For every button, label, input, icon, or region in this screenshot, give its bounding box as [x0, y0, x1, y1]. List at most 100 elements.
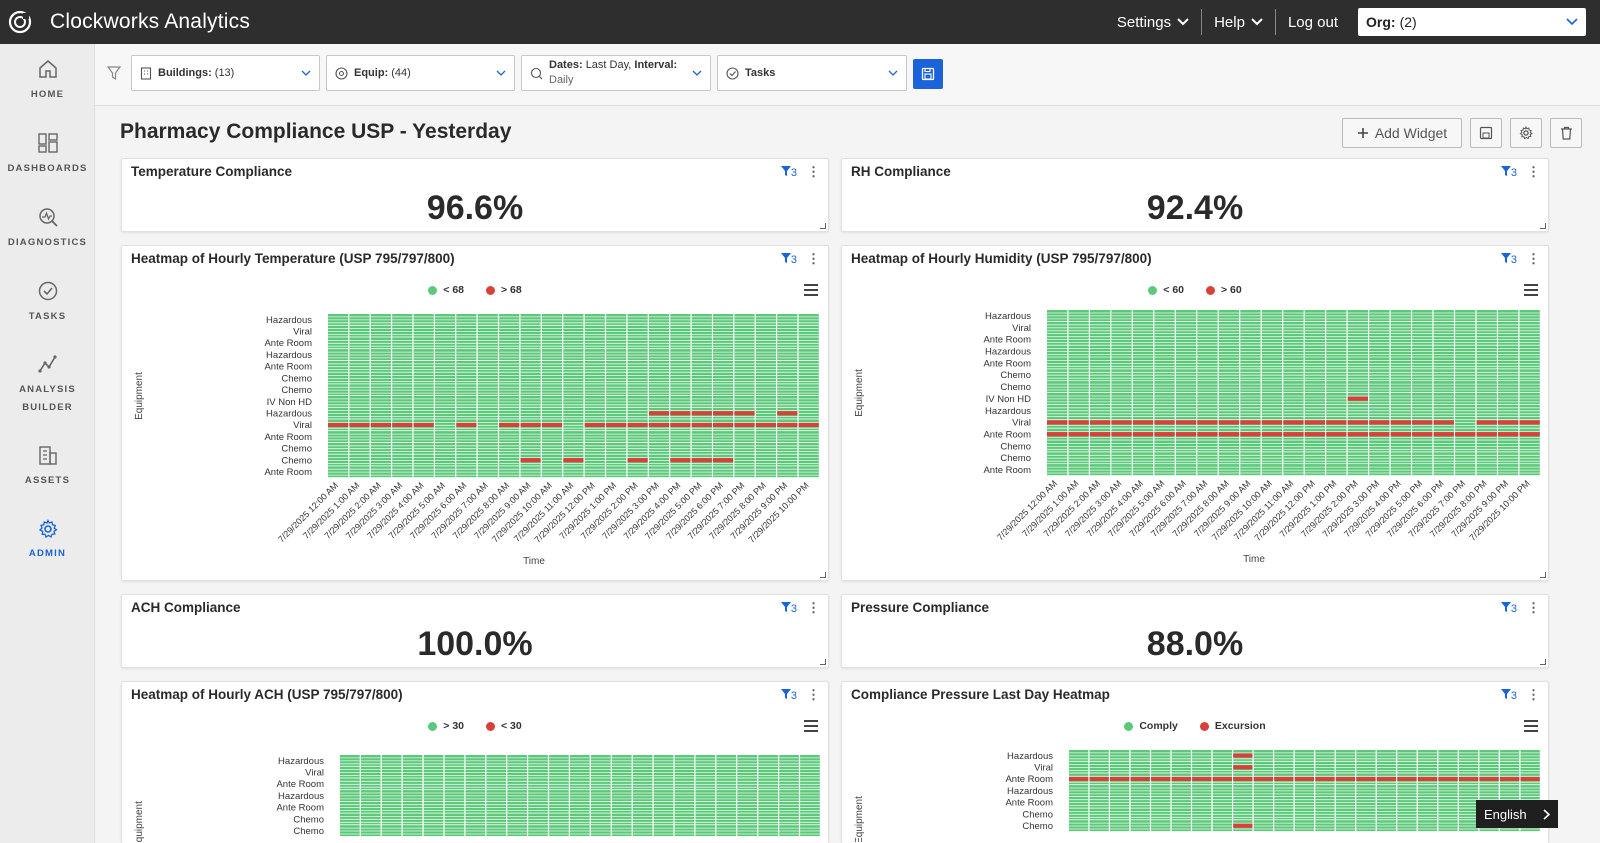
- add-widget-button[interactable]: Add Widget: [1342, 118, 1462, 148]
- legend-item[interactable]: < 68: [428, 284, 464, 296]
- resize-handle-icon[interactable]: [1540, 659, 1546, 665]
- app-logo-icon[interactable]: [0, 0, 40, 44]
- dashboard-settings-button[interactable]: [1510, 118, 1542, 148]
- more-options-icon[interactable]: ⋮: [807, 251, 820, 266]
- trash-icon: [1560, 126, 1572, 140]
- dates-select[interactable]: Dates: Last Day, Interval: Daily: [521, 55, 711, 91]
- buildings-select[interactable]: Buildings: (13): [131, 55, 320, 91]
- resize-handle-icon[interactable]: [820, 572, 826, 578]
- excursion-mark: [1175, 420, 1197, 425]
- sidebar-item-analysis-builder[interactable]: ANALYSIS BUILDER: [0, 340, 95, 430]
- heatmap-cell: [349, 325, 370, 337]
- heatmap-cell: [606, 431, 627, 442]
- heatmap-cell: [1154, 440, 1175, 452]
- heatmap-cell: [1356, 750, 1376, 761]
- sidebar-item-assets[interactable]: ASSETS: [0, 430, 95, 504]
- heatmap-cell: [632, 755, 653, 766]
- heatmap-cell: [499, 349, 520, 360]
- more-options-icon[interactable]: ⋮: [807, 164, 820, 179]
- filter-count: 3: [1510, 166, 1517, 179]
- chart-menu-icon[interactable]: [1524, 720, 1538, 735]
- chart-menu-icon[interactable]: [804, 720, 818, 735]
- legend-item[interactable]: Comply: [1124, 720, 1178, 732]
- language-selector[interactable]: English: [1476, 800, 1558, 828]
- heatmap-cell: [713, 337, 734, 349]
- widget-title: ACH Compliance: [131, 600, 241, 615]
- equipment-select[interactable]: Equip: (44): [326, 55, 515, 91]
- heatmap-cell: [328, 325, 349, 337]
- more-options-icon[interactable]: ⋮: [1527, 164, 1540, 179]
- heatmap-cell: [435, 325, 456, 337]
- heatmap-cell: [549, 778, 569, 790]
- widget-filter[interactable]: 3: [780, 165, 797, 179]
- widget-filter[interactable]: 3: [780, 601, 797, 615]
- tasks-select[interactable]: Tasks: [717, 55, 907, 91]
- resize-handle-icon[interactable]: [820, 223, 826, 229]
- legend-item[interactable]: > 30: [428, 720, 464, 732]
- excursion-mark: [413, 422, 434, 427]
- legend-item[interactable]: Excursion: [1199, 720, 1266, 732]
- chart-menu-icon[interactable]: [804, 284, 818, 299]
- more-options-icon[interactable]: ⋮: [807, 687, 820, 702]
- heatmap-cell: [584, 314, 605, 325]
- funnel-icon[interactable]: [107, 66, 121, 80]
- resize-handle-icon[interactable]: [1540, 223, 1546, 229]
- heatmap-cell: [1197, 357, 1218, 369]
- sidebar-item-admin[interactable]: ADMIN: [0, 504, 95, 578]
- help-menu[interactable]: Help: [1202, 10, 1275, 34]
- chart-menu-icon[interactable]: [1524, 284, 1538, 299]
- more-options-icon[interactable]: ⋮: [1527, 600, 1540, 615]
- widget-filter[interactable]: 3: [1500, 165, 1517, 179]
- settings-menu[interactable]: Settings: [1105, 10, 1201, 34]
- widget-filter[interactable]: 3: [780, 252, 797, 266]
- sidebar-item-tasks[interactable]: TASKS: [0, 266, 95, 340]
- excursion-mark: [520, 458, 541, 463]
- heatmap-cell: [340, 755, 360, 766]
- sidebar-item-dashboards[interactable]: DASHBOARDS: [0, 118, 95, 192]
- heatmap-cell: [1458, 761, 1479, 773]
- resize-handle-icon[interactable]: [820, 659, 826, 665]
- logout-link[interactable]: Log out: [1287, 13, 1338, 31]
- delete-dashboard-button[interactable]: [1550, 118, 1582, 148]
- save-filter-button[interactable]: [913, 59, 943, 89]
- heatmap-cell: [486, 766, 507, 778]
- heatmap-cell: [755, 325, 776, 337]
- funnel-icon: [1500, 601, 1511, 612]
- y-tick-label: Ante Room: [264, 338, 312, 349]
- widget-filter[interactable]: 3: [1500, 601, 1517, 615]
- legend-item[interactable]: > 60: [1206, 284, 1242, 296]
- widget-filter[interactable]: 3: [780, 688, 797, 702]
- y-tick-label: IV Non HD: [986, 394, 1032, 405]
- y-tick-label: Ante Room: [264, 432, 312, 443]
- heatmap-cell: [648, 349, 670, 360]
- more-options-icon[interactable]: ⋮: [1527, 687, 1540, 702]
- sidebar-item-home[interactable]: HOME: [0, 44, 95, 118]
- heatmap-cell: [570, 766, 590, 778]
- heatmap-cell: [1283, 357, 1304, 369]
- excursion-mark: [1253, 776, 1273, 781]
- excursion-mark: [713, 422, 734, 427]
- more-options-icon[interactable]: ⋮: [807, 600, 820, 615]
- resize-handle-icon[interactable]: [1540, 572, 1546, 578]
- widget-filter[interactable]: 3: [1500, 252, 1517, 266]
- heatmap-cell: [627, 431, 648, 442]
- y-tick-label: Hazardous: [985, 311, 1031, 322]
- legend-item[interactable]: < 30: [486, 720, 522, 732]
- heatmap-cell: [632, 766, 653, 778]
- save-dashboard-button[interactable]: [1470, 118, 1502, 148]
- legend-item[interactable]: > 68: [486, 284, 522, 296]
- filter-count: 3: [1510, 253, 1517, 266]
- excursion-mark: [1132, 432, 1154, 437]
- widget-filter[interactable]: 3: [1500, 688, 1517, 702]
- heatmap-cell: [1433, 381, 1454, 393]
- heatmap-cell: [402, 766, 423, 778]
- legend-item[interactable]: < 60: [1148, 284, 1184, 296]
- sidebar-item-diagnostics[interactable]: DIAGNOSTICS: [0, 192, 95, 266]
- heatmap-cell: [1151, 761, 1171, 773]
- heatmap-cell: [392, 349, 413, 360]
- heatmap-cell: [1369, 464, 1390, 476]
- more-options-icon[interactable]: ⋮: [1527, 251, 1540, 266]
- excursion-mark: [1376, 776, 1397, 781]
- org-select[interactable]: Org: (2): [1358, 8, 1586, 36]
- filter-count: 3: [1510, 689, 1517, 702]
